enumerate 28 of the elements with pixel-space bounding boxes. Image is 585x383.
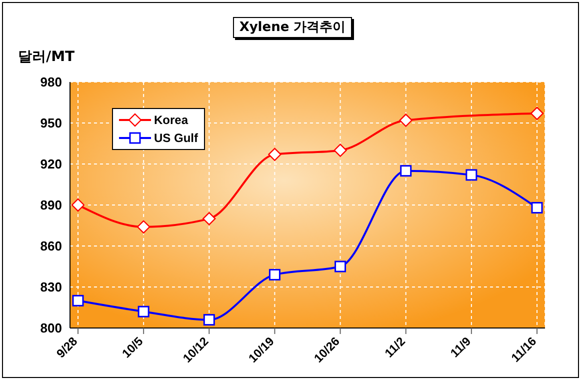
y-tick-label: 830	[40, 280, 62, 295]
point	[530, 106, 544, 120]
legend-label: US Gulf	[154, 131, 198, 145]
point	[531, 202, 543, 214]
point	[399, 114, 412, 127]
y-tick-label: 950	[40, 116, 62, 131]
point	[334, 260, 346, 272]
point	[466, 169, 478, 181]
x-tick-label: 11/9	[448, 334, 474, 360]
y-tick-label: 860	[40, 238, 62, 254]
y-tick-label: 980	[40, 74, 62, 90]
point	[138, 306, 150, 318]
point	[334, 144, 347, 157]
point	[400, 165, 412, 177]
y-tick-label: 920	[40, 156, 62, 172]
point	[268, 268, 280, 280]
point	[72, 294, 84, 306]
chart-title: Xylene 가격추이	[233, 17, 352, 38]
point	[268, 148, 282, 162]
legend-label: Korea	[154, 113, 188, 127]
y-tick-label: 890	[40, 198, 62, 213]
y-axis-title: 달러/MT	[18, 48, 75, 66]
x-tick-label: 11/2	[382, 334, 408, 360]
point	[71, 198, 85, 212]
point	[136, 220, 150, 234]
point	[202, 212, 216, 226]
y-tick-label: 800	[40, 320, 62, 336]
point	[203, 314, 215, 326]
